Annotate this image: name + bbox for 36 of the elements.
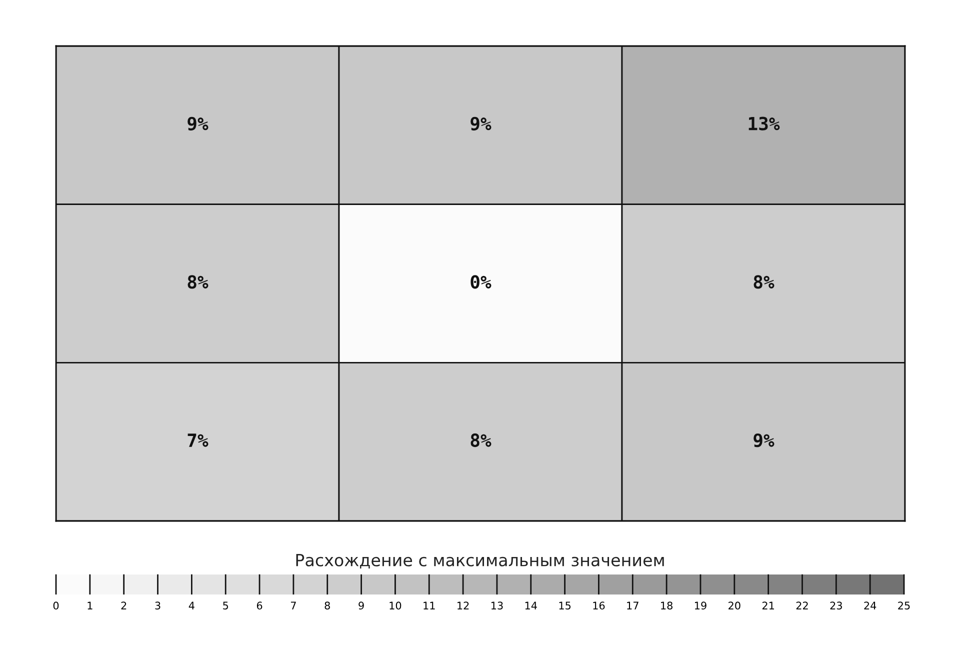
data-label: 9% bbox=[754, 434, 774, 448]
color-bar-label: 5 bbox=[223, 602, 228, 610]
color-bar-label: 7 bbox=[290, 602, 296, 610]
color-bar-label: 16 bbox=[593, 602, 605, 610]
color-bar-label: 22 bbox=[796, 602, 808, 610]
color-bar-label: 17 bbox=[627, 602, 638, 610]
color-bar-label: 11 bbox=[424, 602, 435, 610]
data-label: 7% bbox=[188, 434, 208, 447]
data-label: 8% bbox=[188, 275, 208, 289]
color-bar-label: 15 bbox=[559, 602, 571, 610]
color-bar-title: Расхождение с максимальным значением bbox=[296, 554, 664, 568]
color-bar-label: 3 bbox=[155, 602, 160, 610]
color-bar-label: 25 bbox=[898, 602, 910, 610]
data-label: 0% bbox=[470, 275, 492, 289]
color-bar-label: 20 bbox=[728, 602, 740, 610]
color-bar-label: 12 bbox=[458, 602, 469, 610]
data-label: 13% bbox=[748, 116, 780, 130]
color-bar-label: 14 bbox=[525, 602, 537, 610]
color-bar-label: 9 bbox=[358, 602, 364, 610]
color-bar-label: 23 bbox=[830, 602, 842, 610]
data-label: 9% bbox=[188, 116, 208, 130]
data-label: 8% bbox=[754, 275, 774, 289]
color-bar-label: 2 bbox=[121, 602, 126, 610]
color-bar-label: 10 bbox=[390, 602, 402, 610]
color-bar-label: 21 bbox=[762, 602, 774, 610]
color-bar-label: 0 bbox=[53, 602, 59, 610]
color-bar-label: 24 bbox=[864, 602, 876, 610]
data-label: 8% bbox=[470, 433, 492, 448]
data-label: 9% bbox=[470, 116, 492, 130]
color-bar-label: 1 bbox=[88, 602, 92, 610]
color-bar-label: 4 bbox=[188, 602, 194, 610]
color-bar-label: 6 bbox=[256, 602, 262, 610]
color-bar-label: 8 bbox=[324, 602, 330, 610]
color-bar-label: 18 bbox=[661, 602, 672, 610]
color-bar-label: 19 bbox=[694, 602, 706, 610]
color-bar-label: 13 bbox=[491, 602, 503, 610]
